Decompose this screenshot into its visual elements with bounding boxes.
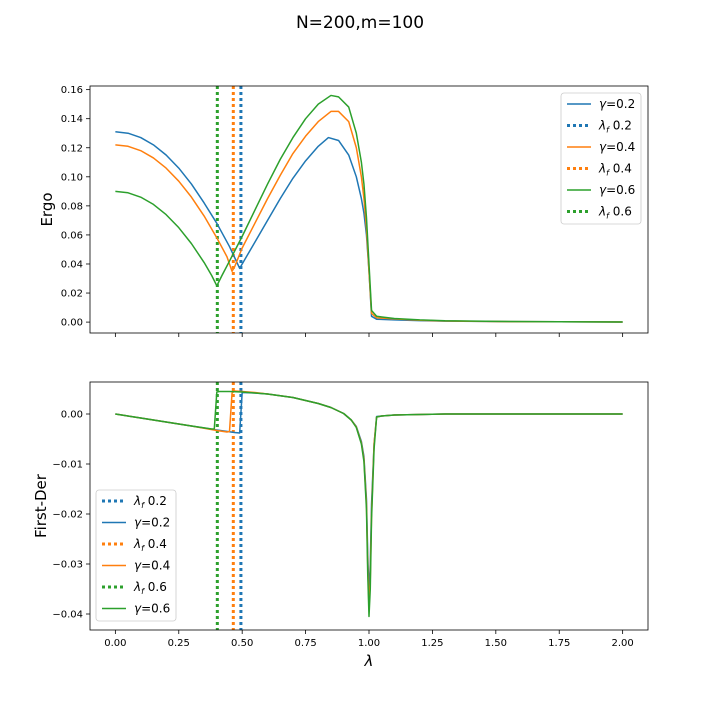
firstder-y-tick-label: −0.02	[52, 510, 83, 521]
firstder-x-tick-label: 0.00	[104, 638, 126, 649]
ergo-legend-label: λf 0.2	[598, 119, 632, 135]
firstder-plot-area	[115, 382, 623, 630]
figure-title: N=200,m=100	[296, 13, 424, 33]
ergo-y-tick-label: 0.08	[61, 201, 83, 212]
firstder-legend-label: γ=0.4	[134, 559, 170, 573]
ergo-y-tick-label: 0.10	[61, 172, 83, 183]
ergo-y-tick-label: 0.00	[61, 318, 83, 329]
firstder-y-tick-label: −0.04	[52, 610, 83, 621]
first-der-panel: 0.00 0.25 0.50 0.75 1.00 1.25 1.50 1.75 2.00 0.00…	[32, 381, 649, 670]
firstder-legend-label: λf 0.2	[133, 494, 167, 510]
firstder-y-axis-label: First-Der	[32, 473, 50, 538]
firstder-legend-label: λf 0.6	[133, 580, 167, 596]
ergo-y-tick-label: 0.12	[61, 143, 83, 154]
firstder-x-axis-label: λ	[364, 652, 374, 670]
firstder-x-tick-label: 1.00	[358, 638, 380, 649]
firstder-y-tick-label: 0.00	[61, 410, 83, 421]
ergo-series-gamma-0-4	[115, 110, 623, 323]
firstder-x-tick-label: 0.25	[168, 638, 190, 649]
ergo-y-tick-label: 0.02	[61, 289, 83, 300]
firstder-x-tick-label: 1.75	[548, 638, 570, 649]
ergo-y-tick-label: 0.14	[61, 114, 83, 125]
ergo-y-tick-label: 0.06	[61, 230, 83, 241]
ergo-panel: 0.00 0.02 0.04 0.06 0.08 0.10 0.12 0.14 0.16 Ergo…	[38, 85, 649, 337]
firstder-y-tick-label: −0.03	[52, 560, 83, 571]
ergo-legend-label: γ=0.2	[599, 97, 635, 111]
ergo-series-gamma-0-2	[115, 131, 623, 323]
firstder-x-tick-label: 1.50	[485, 638, 507, 649]
firstder-x-tick-label: 0.50	[231, 638, 253, 649]
firstder-series-gamma-0-6	[115, 390, 623, 618]
ergo-y-tick-label: 0.16	[61, 85, 83, 96]
firstder-legend: λf 0.2 γ=0.2 λf 0.4 γ=0.4 λf 0.6 γ=0.6	[95, 489, 177, 622]
ergo-legend: γ=0.2 λf 0.2 γ=0.4 λf 0.4 γ=0.6 λf 0.6	[560, 92, 642, 225]
ergo-legend-label: γ=0.6	[599, 183, 635, 197]
ergo-y-axis-label: Ergo	[38, 192, 56, 226]
firstder-legend-label: γ=0.6	[134, 602, 170, 616]
ergo-legend-label: λf 0.4	[598, 162, 632, 178]
ergo-y-tick-label: 0.04	[61, 259, 83, 270]
firstder-legend-label: λf 0.4	[133, 537, 167, 553]
ergo-series-gamma-0-6	[115, 94, 623, 323]
firstder-x-tick-label: 1.25	[421, 638, 443, 649]
firstder-x-tick-label: 0.75	[294, 638, 316, 649]
ergo-plot-area	[115, 86, 623, 333]
ergo-legend-label: γ=0.4	[599, 140, 635, 154]
firstder-y-tick-label: −0.01	[52, 460, 83, 471]
ergo-legend-label: λf 0.6	[598, 205, 632, 221]
firstder-legend-label: γ=0.2	[134, 516, 170, 530]
firstder-x-tick-label: 2.00	[612, 638, 634, 649]
